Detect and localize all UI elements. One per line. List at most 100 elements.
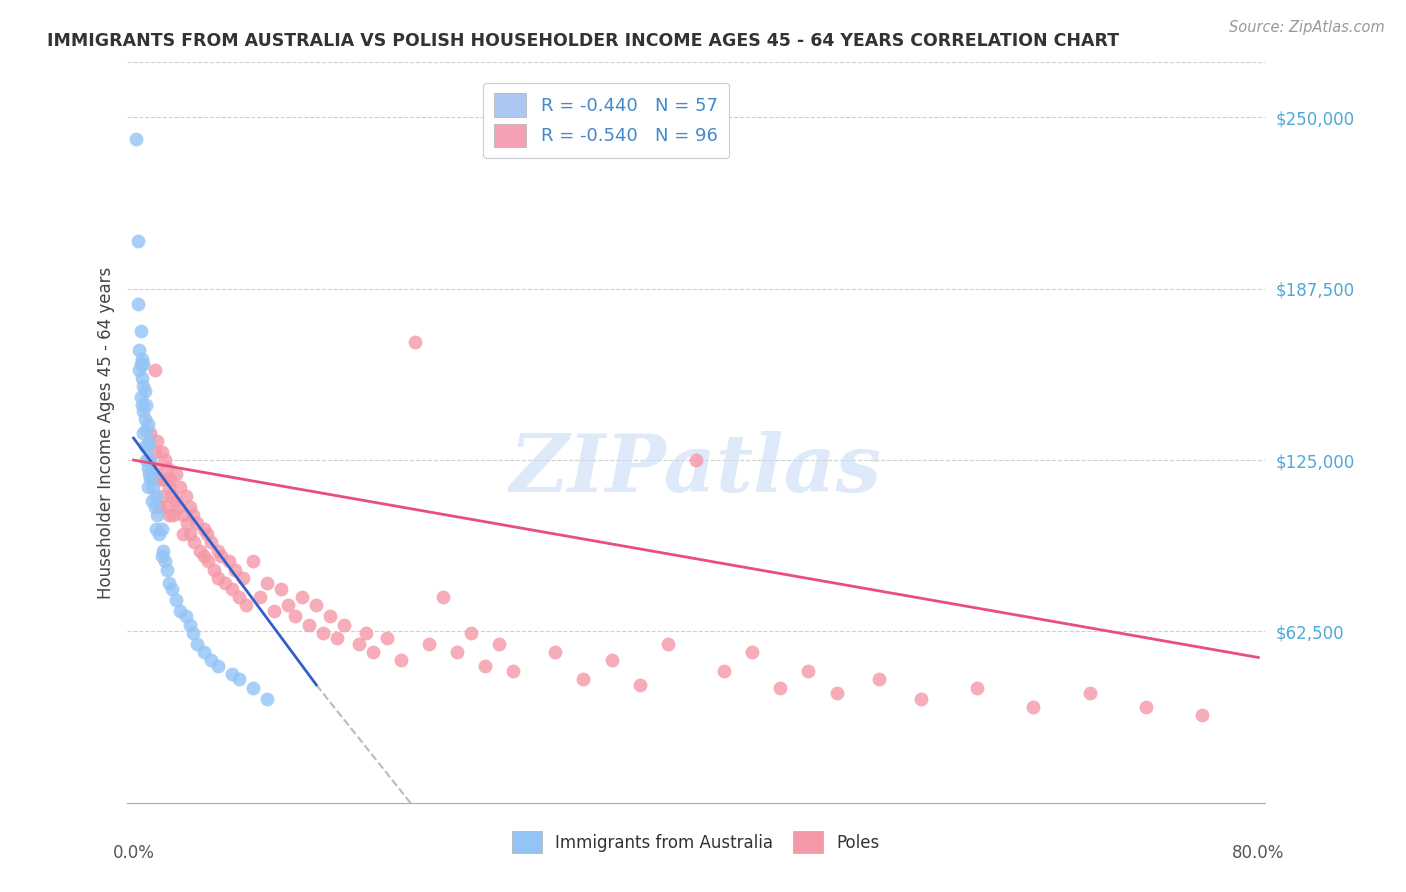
Point bbox=[143, 362, 166, 376]
Text: Source: ZipAtlas.com: Source: ZipAtlas.com bbox=[1229, 20, 1385, 35]
Point bbox=[139, 425, 162, 440]
Point bbox=[228, 673, 250, 687]
Point bbox=[148, 500, 170, 514]
Point bbox=[176, 516, 198, 530]
Point bbox=[132, 379, 155, 393]
Point bbox=[165, 593, 187, 607]
Point bbox=[134, 412, 156, 426]
Point bbox=[135, 423, 157, 437]
Point bbox=[179, 617, 201, 632]
Point bbox=[155, 500, 177, 514]
Point bbox=[150, 445, 173, 459]
Point bbox=[207, 571, 229, 585]
Point bbox=[145, 461, 167, 475]
Point bbox=[156, 563, 179, 577]
Point bbox=[127, 234, 149, 248]
Point bbox=[628, 678, 651, 692]
Point bbox=[1191, 708, 1213, 723]
Point bbox=[228, 590, 250, 604]
Point bbox=[291, 590, 314, 604]
Point bbox=[129, 357, 152, 371]
Point bbox=[138, 467, 160, 481]
Point bbox=[159, 472, 181, 486]
Point bbox=[134, 384, 156, 399]
Point bbox=[685, 453, 707, 467]
Point bbox=[404, 335, 426, 350]
Point bbox=[143, 500, 166, 514]
Point bbox=[389, 653, 412, 667]
Point bbox=[214, 576, 236, 591]
Point bbox=[502, 664, 524, 678]
Point bbox=[825, 686, 848, 700]
Point bbox=[169, 480, 191, 494]
Point bbox=[165, 467, 187, 481]
Point bbox=[128, 343, 150, 358]
Point bbox=[326, 632, 349, 646]
Point bbox=[432, 590, 454, 604]
Point bbox=[129, 324, 152, 338]
Point bbox=[128, 362, 150, 376]
Point bbox=[160, 489, 183, 503]
Point bbox=[446, 645, 468, 659]
Point bbox=[298, 617, 321, 632]
Point bbox=[1022, 699, 1045, 714]
Point bbox=[162, 508, 184, 522]
Point bbox=[224, 563, 246, 577]
Point bbox=[1078, 686, 1101, 700]
Point bbox=[375, 632, 398, 646]
Point bbox=[172, 508, 194, 522]
Point bbox=[139, 453, 162, 467]
Point bbox=[174, 609, 197, 624]
Y-axis label: Householder Income Ages 45 - 64 years: Householder Income Ages 45 - 64 years bbox=[97, 267, 115, 599]
Point bbox=[179, 527, 201, 541]
Point bbox=[136, 480, 159, 494]
Point bbox=[160, 582, 183, 596]
Point bbox=[181, 625, 204, 640]
Point bbox=[418, 637, 440, 651]
Point bbox=[460, 625, 482, 640]
Point bbox=[769, 681, 792, 695]
Point bbox=[148, 472, 170, 486]
Point bbox=[169, 604, 191, 618]
Point bbox=[1135, 699, 1157, 714]
Point bbox=[202, 563, 225, 577]
Point bbox=[138, 434, 160, 448]
Point bbox=[966, 681, 988, 695]
Point bbox=[312, 625, 335, 640]
Point bbox=[157, 480, 180, 494]
Point bbox=[153, 554, 176, 568]
Point bbox=[132, 425, 155, 440]
Point bbox=[135, 398, 157, 412]
Point bbox=[143, 445, 166, 459]
Point bbox=[136, 439, 159, 453]
Point bbox=[172, 527, 194, 541]
Point bbox=[152, 489, 174, 503]
Text: ZIPatlas: ZIPatlas bbox=[510, 431, 882, 508]
Point bbox=[146, 434, 169, 448]
Point bbox=[544, 645, 567, 659]
Point bbox=[186, 637, 208, 651]
Point bbox=[256, 691, 278, 706]
Point bbox=[157, 508, 180, 522]
Text: 0.0%: 0.0% bbox=[112, 844, 155, 862]
Point bbox=[150, 472, 173, 486]
Point bbox=[200, 653, 222, 667]
Point bbox=[165, 494, 187, 508]
Point bbox=[181, 508, 204, 522]
Point bbox=[146, 508, 169, 522]
Point bbox=[657, 637, 679, 651]
Point bbox=[153, 453, 176, 467]
Point bbox=[142, 480, 165, 494]
Point bbox=[333, 617, 356, 632]
Point bbox=[152, 543, 174, 558]
Point bbox=[232, 571, 254, 585]
Point bbox=[186, 516, 208, 530]
Point bbox=[145, 489, 167, 503]
Point bbox=[200, 535, 222, 549]
Point bbox=[131, 398, 153, 412]
Point bbox=[141, 467, 163, 481]
Point bbox=[910, 691, 932, 706]
Point bbox=[136, 453, 159, 467]
Point bbox=[174, 489, 197, 503]
Point bbox=[193, 549, 215, 563]
